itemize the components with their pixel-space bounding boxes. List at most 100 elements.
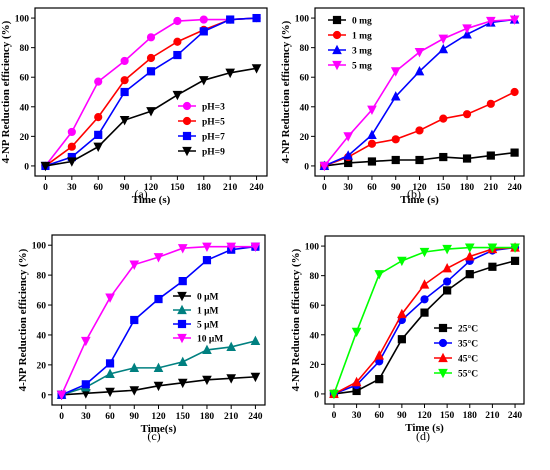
- data-point: [81, 380, 90, 389]
- x-tick-label: 30: [343, 183, 353, 193]
- data-point: [226, 242, 237, 252]
- data-point: [414, 47, 425, 58]
- data-point: [465, 270, 474, 279]
- data-point: [462, 24, 472, 34]
- data-point: [390, 91, 401, 101]
- x-tick-label: 0: [332, 411, 337, 421]
- data-point: [177, 356, 188, 366]
- legend-marker: [182, 116, 192, 126]
- data-point: [178, 277, 187, 286]
- x-tick-label: 0: [322, 183, 327, 193]
- series-55-c: [329, 243, 520, 400]
- y-tick-label: 0: [41, 391, 46, 401]
- x-tick-label: 60: [374, 411, 384, 421]
- data-point: [56, 390, 67, 401]
- data-point: [198, 76, 209, 86]
- chart-panel-1: 0 30 60 90 120 150 180 210 240 0 20 40 60 80 100 Time (…: [0, 7, 268, 206]
- x-tick-label: 150: [436, 183, 451, 193]
- data-point: [438, 34, 449, 45]
- data-point: [419, 279, 430, 289]
- series-line: [323, 18, 515, 167]
- x-tick-label: 180: [460, 183, 475, 193]
- data-point: [129, 386, 140, 396]
- legend-label: 5 μM: [197, 321, 219, 331]
- x-tick-label: 0: [43, 183, 48, 193]
- plot-frame: [314, 7, 525, 177]
- legend: 0 mg 1 mg 3 mg 5 mg: [328, 15, 372, 72]
- data-point: [105, 368, 115, 378]
- x-axis-title: Time (s): [405, 422, 444, 434]
- legend-label: 55°C: [458, 369, 478, 380]
- legend-marker: [177, 333, 187, 344]
- data-point: [438, 43, 449, 54]
- series-ph-9: [40, 64, 262, 172]
- legend-marker: [438, 352, 448, 363]
- y-tick-label: 60: [300, 74, 310, 84]
- series-line: [60, 245, 256, 396]
- legend-marker: [182, 101, 192, 111]
- data-point: [250, 242, 261, 252]
- legend: 0 μM 1 μM 5 μM 10 μM: [173, 291, 223, 345]
- data-point: [120, 56, 129, 66]
- x-tick-label: 150: [440, 411, 455, 421]
- data-point: [146, 33, 156, 42]
- data-point: [153, 362, 164, 372]
- data-point: [250, 372, 261, 383]
- series-3-mg: [319, 14, 520, 171]
- x-tick-label: 90: [130, 412, 140, 422]
- data-point: [120, 76, 129, 85]
- data-point: [120, 87, 129, 97]
- x-tick-label: 240: [507, 183, 522, 193]
- data-point: [464, 243, 475, 253]
- x-tick-label: 0: [59, 412, 64, 422]
- data-point: [397, 308, 407, 319]
- data-point: [93, 142, 104, 152]
- data-point: [462, 29, 472, 39]
- data-point: [202, 375, 212, 386]
- x-tick-label: 120: [412, 183, 427, 193]
- legend-label: 35°C: [458, 339, 478, 350]
- x-tick-label: 210: [223, 183, 238, 193]
- data-point: [486, 151, 495, 160]
- data-point: [173, 37, 182, 46]
- y-tick-label: 40: [310, 331, 320, 341]
- legend-label: pH=7: [202, 133, 225, 143]
- data-point: [80, 336, 91, 347]
- legend-label: 10 μM: [197, 335, 223, 345]
- x-tick-label: 240: [248, 412, 263, 422]
- chart-panel-4: 0 30 60 90 120 150 180 210 240 0 20 40 60 80 100 Time (…: [290, 235, 525, 443]
- data-point: [486, 99, 495, 108]
- data-point: [464, 251, 475, 261]
- data-point: [172, 90, 183, 101]
- data-point: [510, 148, 519, 157]
- x-tick-label: 120: [417, 411, 432, 421]
- legend-marker: [438, 338, 448, 348]
- y-tick-label: 0: [304, 162, 309, 172]
- data-point: [153, 253, 164, 263]
- y-axis-title: 4-NP Reduction efficiency (%): [280, 20, 292, 163]
- data-point: [199, 15, 208, 24]
- data-point: [343, 132, 353, 142]
- data-point: [397, 335, 406, 344]
- legend-marker: [182, 146, 192, 157]
- data-point: [40, 161, 51, 172]
- x-tick-label: 30: [81, 412, 91, 422]
- y-tick-label: 0: [24, 162, 29, 172]
- panel-label: (b): [407, 187, 421, 201]
- y-tick-label: 100: [15, 15, 30, 25]
- data-point: [420, 295, 429, 304]
- data-point: [177, 244, 188, 254]
- data-point: [94, 113, 103, 122]
- legend-label: 45°C: [458, 354, 478, 365]
- data-point: [153, 381, 164, 392]
- y-tick-label: 20: [20, 133, 30, 143]
- y-axis-title: 4-NP Reduction efficiency (%): [0, 20, 12, 163]
- x-tick-label: 120: [151, 412, 166, 422]
- legend-marker: [332, 15, 342, 25]
- data-point: [351, 376, 362, 387]
- y-tick-label: 40: [20, 103, 30, 113]
- data-point: [487, 243, 498, 253]
- legend-label: 5 mg: [352, 62, 372, 72]
- data-point: [439, 152, 448, 162]
